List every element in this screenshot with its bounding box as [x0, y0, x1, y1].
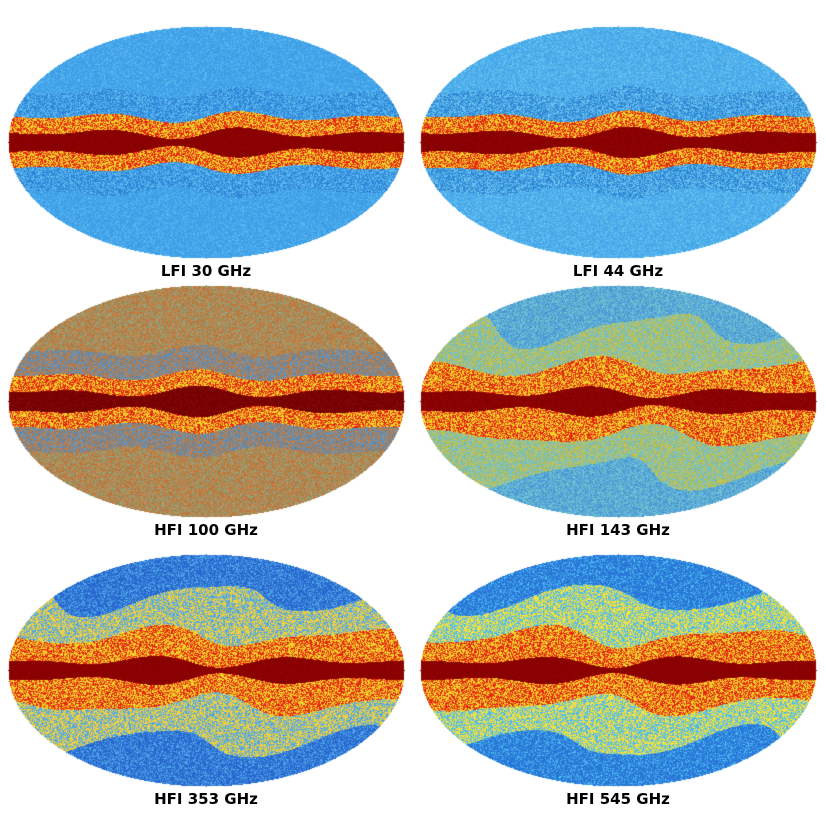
sky-map-image: [418, 24, 818, 260]
map-panel: HFI 100 GHz: [6, 283, 406, 553]
map-panel: LFI 30 GHz: [6, 24, 406, 294]
map-label: HFI 143 GHz: [566, 521, 670, 539]
sky-map-image: [6, 552, 406, 788]
map-label: HFI 545 GHz: [566, 790, 670, 808]
sky-map-image: [418, 552, 818, 788]
map-label: LFI 44 GHz: [572, 262, 664, 280]
map-panel: LFI 44 GHz: [418, 24, 818, 294]
map-panel: HFI 545 GHz: [418, 552, 818, 822]
map-panel: HFI 353 GHz: [6, 552, 406, 822]
map-panel: HFI 143 GHz: [418, 283, 818, 553]
sky-map-image: [6, 283, 406, 519]
sky-map-image: [6, 24, 406, 260]
map-label: HFI 353 GHz: [154, 790, 258, 808]
map-label: HFI 100 GHz: [154, 521, 258, 539]
sky-map-image: [418, 283, 818, 519]
map-label: LFI 30 GHz: [160, 262, 252, 280]
